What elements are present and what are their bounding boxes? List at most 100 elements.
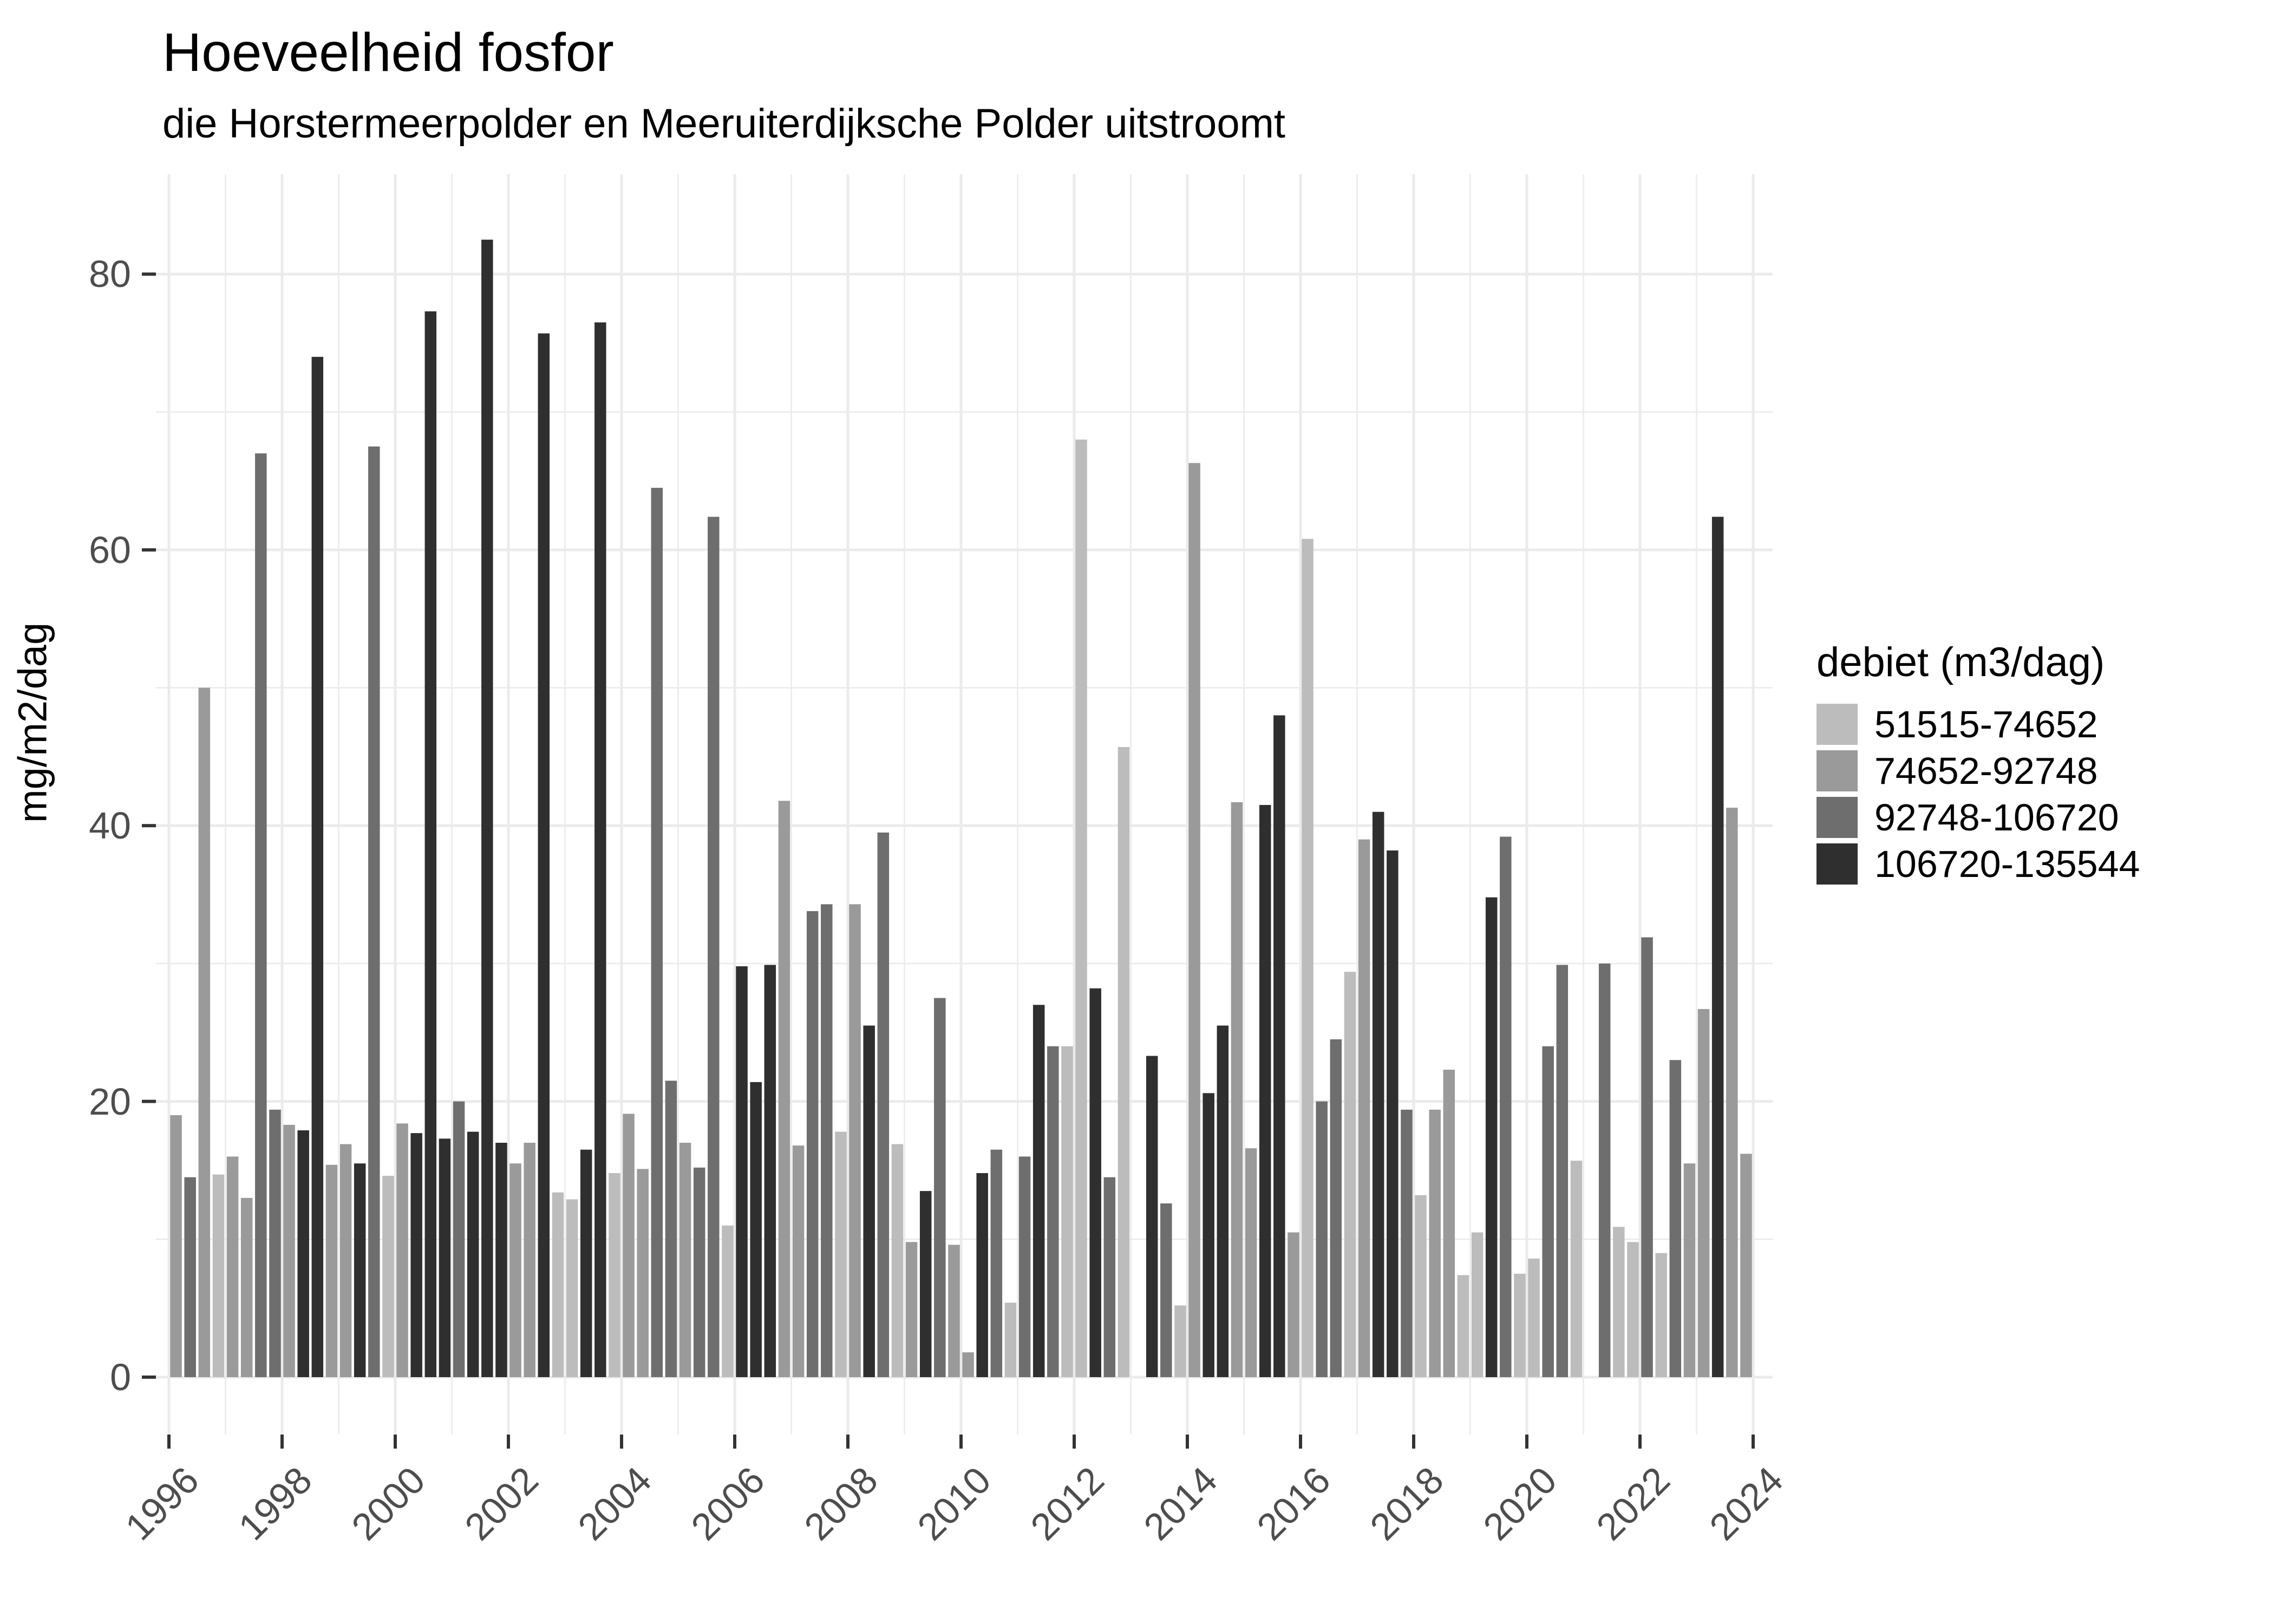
- gridline-major-y: [156, 824, 1773, 827]
- bar: [1302, 539, 1314, 1377]
- bar: [382, 1176, 394, 1377]
- y-tick-label: 20: [89, 1080, 131, 1123]
- x-tick-mark: [1638, 1435, 1642, 1449]
- bar: [1245, 1148, 1257, 1377]
- gridline-major-x: [620, 174, 623, 1435]
- bar: [1089, 988, 1101, 1377]
- bar: [778, 801, 790, 1377]
- gridline-major-y: [156, 272, 1773, 276]
- y-tick-label: 80: [89, 253, 131, 296]
- bar: [580, 1149, 592, 1377]
- bar: [835, 1131, 847, 1377]
- bar: [919, 1191, 932, 1377]
- gridline-major-x: [959, 174, 963, 1435]
- legend-item-label: 74652-92748: [1874, 750, 2098, 792]
- bar: [863, 1025, 875, 1377]
- bar: [1627, 1242, 1639, 1377]
- bar: [877, 832, 890, 1377]
- bar: [1457, 1275, 1469, 1377]
- y-tick-label: 40: [89, 804, 131, 847]
- bar: [1259, 804, 1271, 1377]
- bar: [750, 1082, 762, 1377]
- gridline-major-x: [394, 174, 397, 1435]
- x-tick-mark: [733, 1435, 736, 1449]
- gridline-major-x: [1752, 174, 1755, 1435]
- bar: [481, 239, 493, 1377]
- bar: [1570, 1161, 1583, 1377]
- x-tick-mark: [1299, 1435, 1302, 1449]
- x-tick-mark: [1073, 1435, 1076, 1449]
- bar: [609, 1173, 620, 1377]
- gridline-minor-y: [156, 687, 1773, 689]
- bar: [509, 1163, 521, 1377]
- bar: [976, 1173, 988, 1377]
- bar: [467, 1131, 479, 1377]
- bar: [1273, 715, 1285, 1377]
- gridline-major-x: [846, 174, 850, 1435]
- bar: [722, 1225, 734, 1377]
- bar: [623, 1114, 635, 1377]
- x-tick-mark: [1752, 1435, 1755, 1449]
- gridline-minor-x: [1243, 174, 1245, 1435]
- bar: [184, 1177, 196, 1377]
- legend-item-label: 92748-106720: [1874, 796, 2119, 839]
- bar: [990, 1149, 1003, 1377]
- bar: [1018, 1156, 1031, 1377]
- legend-swatch: [1816, 843, 1858, 885]
- bar: [325, 1164, 338, 1377]
- bar: [679, 1143, 691, 1377]
- gridline-minor-x: [1583, 174, 1584, 1435]
- bar: [736, 966, 748, 1377]
- bar: [764, 965, 776, 1377]
- legend-item-label: 51515-74652: [1874, 703, 2098, 745]
- bar: [934, 998, 946, 1377]
- bar: [269, 1109, 281, 1377]
- bar: [651, 488, 663, 1377]
- bar: [1188, 463, 1200, 1377]
- gridline-major-x: [1186, 174, 1189, 1435]
- bar: [1556, 965, 1569, 1377]
- bar: [439, 1138, 451, 1377]
- y-tick-mark: [142, 1376, 156, 1379]
- bar: [1669, 1060, 1682, 1377]
- x-tick-mark: [1412, 1435, 1415, 1449]
- bar: [1316, 1101, 1328, 1377]
- bar: [1726, 808, 1738, 1377]
- bar: [396, 1123, 408, 1377]
- bar: [240, 1197, 253, 1377]
- legend-item-label: 106720-135544: [1874, 843, 2140, 885]
- bar: [1061, 1046, 1073, 1377]
- gridline-major-x: [1525, 174, 1528, 1435]
- gridline-minor-x: [677, 174, 679, 1435]
- bar: [297, 1130, 309, 1377]
- gridline-minor-x: [338, 174, 339, 1435]
- gridline-minor-x: [904, 174, 905, 1435]
- bar: [1500, 836, 1512, 1377]
- bar: [495, 1143, 507, 1377]
- y-tick-mark: [142, 548, 156, 552]
- bar: [524, 1143, 535, 1377]
- bar: [1160, 1203, 1172, 1377]
- bar: [1485, 897, 1498, 1377]
- bar: [1344, 972, 1356, 1377]
- x-tick-mark: [846, 1435, 850, 1449]
- gridline-minor-x: [1469, 174, 1471, 1435]
- gridline-major-y: [156, 1100, 1773, 1103]
- bar: [1231, 802, 1243, 1377]
- bar: [905, 1242, 918, 1377]
- bar: [821, 904, 833, 1377]
- gridline-minor-x: [1017, 174, 1018, 1435]
- bar: [1429, 1109, 1441, 1377]
- bar: [1641, 937, 1653, 1377]
- bar: [792, 1145, 805, 1377]
- gridline-major-x: [507, 174, 510, 1435]
- gridline-major-x: [1073, 174, 1076, 1435]
- bar: [1174, 1305, 1186, 1377]
- bar: [1387, 850, 1399, 1377]
- bar: [1655, 1253, 1667, 1377]
- legend-swatch: [1816, 797, 1858, 838]
- x-tick-mark: [1525, 1435, 1528, 1449]
- bar: [283, 1124, 295, 1377]
- y-axis-title: mg/m2/dag: [10, 622, 55, 823]
- bar: [1203, 1093, 1214, 1377]
